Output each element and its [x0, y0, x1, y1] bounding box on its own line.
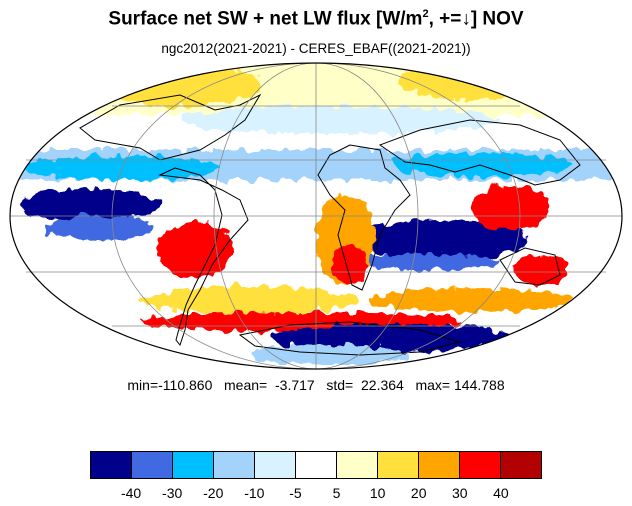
colorbar-swatch: [501, 452, 541, 478]
map-subtitle: ngc2012(2021-2021) - CERES_EBAF((2021-20…: [161, 41, 471, 56]
colorbar-swatch: [173, 452, 214, 478]
colorbar-swatch: [214, 452, 255, 478]
colorbar-tick-label: 40: [493, 485, 509, 501]
coastlines: [79, 93, 581, 356]
map-title-suffix: , +=↓] NOV: [428, 8, 524, 30]
globe-outline: [9, 62, 623, 370]
colorbar-tick-label: -10: [244, 485, 265, 501]
map-title: Surface net SW + net LW flux [W/m2, +=↓]…: [0, 8, 632, 30]
colorbar-swatch: [255, 452, 296, 478]
colorbar-tick-label: -40: [120, 485, 142, 501]
colorbar-swatch: [337, 452, 378, 478]
colorbar-tick-label: -20: [203, 485, 224, 501]
colorbar-swatch: [91, 452, 132, 478]
colorbar-tick-label: 10: [369, 485, 386, 501]
colorbar-swatch: [378, 452, 419, 478]
colorbar-swatch: [419, 452, 460, 478]
colorbar-swatch: [296, 452, 337, 478]
summary-statistics: min=-110.860 mean= -3.717 std= 22.364 ma…: [127, 377, 505, 393]
colorbar-tick-label: -30: [162, 485, 183, 501]
graticule: [10, 62, 622, 370]
colorbar-swatch: [460, 452, 501, 478]
colorbar-tick-label: -5: [289, 485, 302, 501]
colorbar-swatch: [132, 452, 173, 478]
map-title-superscript: 2: [422, 8, 429, 20]
colorbar-tick-label: 5: [332, 485, 341, 501]
colorbar: [90, 451, 542, 479]
colorbar-tick-label: 30: [452, 485, 468, 501]
colorbar-tick-label: 20: [410, 485, 427, 501]
map-title-prefix: Surface net SW + net LW flux [W/m: [108, 8, 423, 30]
